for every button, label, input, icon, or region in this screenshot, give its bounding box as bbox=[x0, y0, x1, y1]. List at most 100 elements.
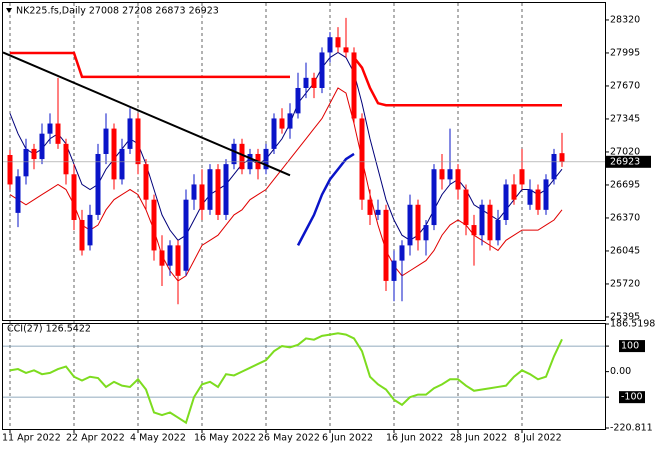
x-tick-label: 6 Jun 2022 bbox=[322, 433, 373, 444]
candle-body bbox=[119, 148, 125, 180]
candle-body bbox=[367, 199, 373, 215]
candle-body bbox=[535, 189, 541, 210]
candle-body bbox=[471, 225, 477, 236]
last-price-label: 26923 bbox=[610, 156, 640, 167]
candle-body bbox=[71, 174, 77, 220]
candle-body bbox=[375, 209, 381, 215]
candle-body bbox=[127, 118, 133, 149]
candle-body bbox=[479, 204, 485, 236]
candle-body bbox=[31, 148, 37, 160]
candle-body bbox=[263, 148, 269, 170]
candle-body bbox=[39, 133, 45, 160]
candle-body bbox=[527, 189, 533, 205]
candle-body bbox=[423, 225, 429, 241]
candle-body bbox=[351, 52, 357, 119]
candle-body bbox=[167, 245, 173, 266]
candle-body bbox=[143, 164, 149, 200]
overlay-line bbox=[10, 51, 290, 79]
candle-body bbox=[15, 176, 21, 213]
candle-body bbox=[559, 153, 565, 162]
level-label-box bbox=[619, 391, 645, 404]
x-tick-label: 16 May 2022 bbox=[194, 433, 256, 444]
candle-body bbox=[159, 250, 165, 266]
candle-body bbox=[111, 128, 117, 180]
candle-body bbox=[151, 199, 157, 251]
candle-body bbox=[207, 169, 213, 210]
candle-body bbox=[463, 189, 469, 226]
candle-body bbox=[495, 219, 501, 241]
y-tick-label: 25395 bbox=[610, 311, 640, 322]
y-tick-label: 27345 bbox=[610, 113, 640, 124]
candle-body bbox=[455, 169, 461, 190]
indicator-title: CCI(27) 126.5422 bbox=[7, 324, 91, 335]
level-label-box bbox=[619, 340, 645, 353]
candle-body bbox=[175, 245, 181, 276]
candle-body bbox=[199, 184, 205, 210]
y-tick-label: 26695 bbox=[610, 179, 640, 190]
y-tick-label: 100 bbox=[621, 341, 639, 352]
candle-body bbox=[511, 184, 517, 200]
cci-line bbox=[9, 332, 563, 425]
candle-body bbox=[519, 169, 525, 185]
overlay-line bbox=[9, 51, 563, 241]
candle-body bbox=[79, 219, 85, 251]
candle-body bbox=[47, 123, 53, 134]
candle-body bbox=[343, 47, 349, 53]
x-tick-label: 26 May 2022 bbox=[258, 433, 320, 444]
candle-body bbox=[335, 37, 341, 48]
candle-body bbox=[407, 204, 413, 246]
y-tick-label: 27670 bbox=[610, 80, 640, 91]
x-tick-label: 4 May 2022 bbox=[130, 433, 186, 444]
candle-body bbox=[415, 204, 421, 241]
y-tick-label: 25720 bbox=[610, 278, 640, 289]
x-tick-label: 22 Apr 2022 bbox=[66, 433, 125, 444]
candle-body bbox=[319, 52, 325, 88]
candle-body bbox=[399, 245, 405, 261]
candle-body bbox=[223, 164, 229, 215]
candle-body bbox=[279, 118, 285, 129]
candle-body bbox=[239, 143, 245, 170]
chart-title: NK225.fs,Daily 27008 27208 26873 26923 bbox=[16, 6, 219, 17]
candle-body bbox=[311, 77, 317, 88]
y-tick-label: 27020 bbox=[610, 146, 640, 157]
candle-body bbox=[183, 199, 189, 271]
candle-body bbox=[295, 87, 301, 114]
trendline bbox=[2, 51, 291, 177]
candle-body bbox=[439, 169, 445, 180]
candle-body bbox=[359, 118, 365, 200]
candle-body bbox=[327, 37, 333, 53]
x-tick-label: 28 Jun 2022 bbox=[450, 433, 507, 444]
candle-body bbox=[271, 118, 277, 149]
candle-body bbox=[95, 153, 101, 215]
y-tick-label: 0.00 bbox=[610, 366, 631, 377]
overlay-line bbox=[296, 152, 355, 246]
x-tick-label: 16 Jun 2022 bbox=[386, 433, 443, 444]
y-tick-label: 186.5198 bbox=[610, 319, 655, 330]
candle-body bbox=[551, 153, 557, 180]
candle-body bbox=[447, 169, 453, 180]
candle-body bbox=[135, 118, 141, 165]
candle-body bbox=[391, 260, 397, 281]
y-tick-label: 27995 bbox=[610, 47, 640, 58]
x-tick-label: 11 Apr 2022 bbox=[2, 433, 61, 444]
x-tick-label: 8 Jul 2022 bbox=[514, 433, 562, 444]
y-tick-label: -100 bbox=[621, 392, 643, 403]
candle-body bbox=[431, 169, 437, 226]
candle-body bbox=[23, 148, 29, 177]
overlay-line bbox=[9, 87, 563, 282]
candle-body bbox=[215, 169, 221, 215]
candle-body bbox=[487, 204, 493, 241]
y-tick-label: 26370 bbox=[610, 212, 640, 223]
candle-body bbox=[87, 214, 93, 246]
candle-body bbox=[231, 143, 237, 165]
candle-body bbox=[383, 209, 389, 281]
menu-triangle[interactable] bbox=[6, 8, 12, 13]
candle-body bbox=[303, 77, 309, 88]
y-tick-label: 28320 bbox=[610, 14, 640, 25]
candle-body bbox=[543, 179, 549, 210]
y-tick-label: -220.811 bbox=[610, 423, 653, 434]
last-price-box bbox=[605, 155, 651, 168]
overlay-line bbox=[353, 56, 562, 107]
candle-body bbox=[191, 184, 197, 200]
